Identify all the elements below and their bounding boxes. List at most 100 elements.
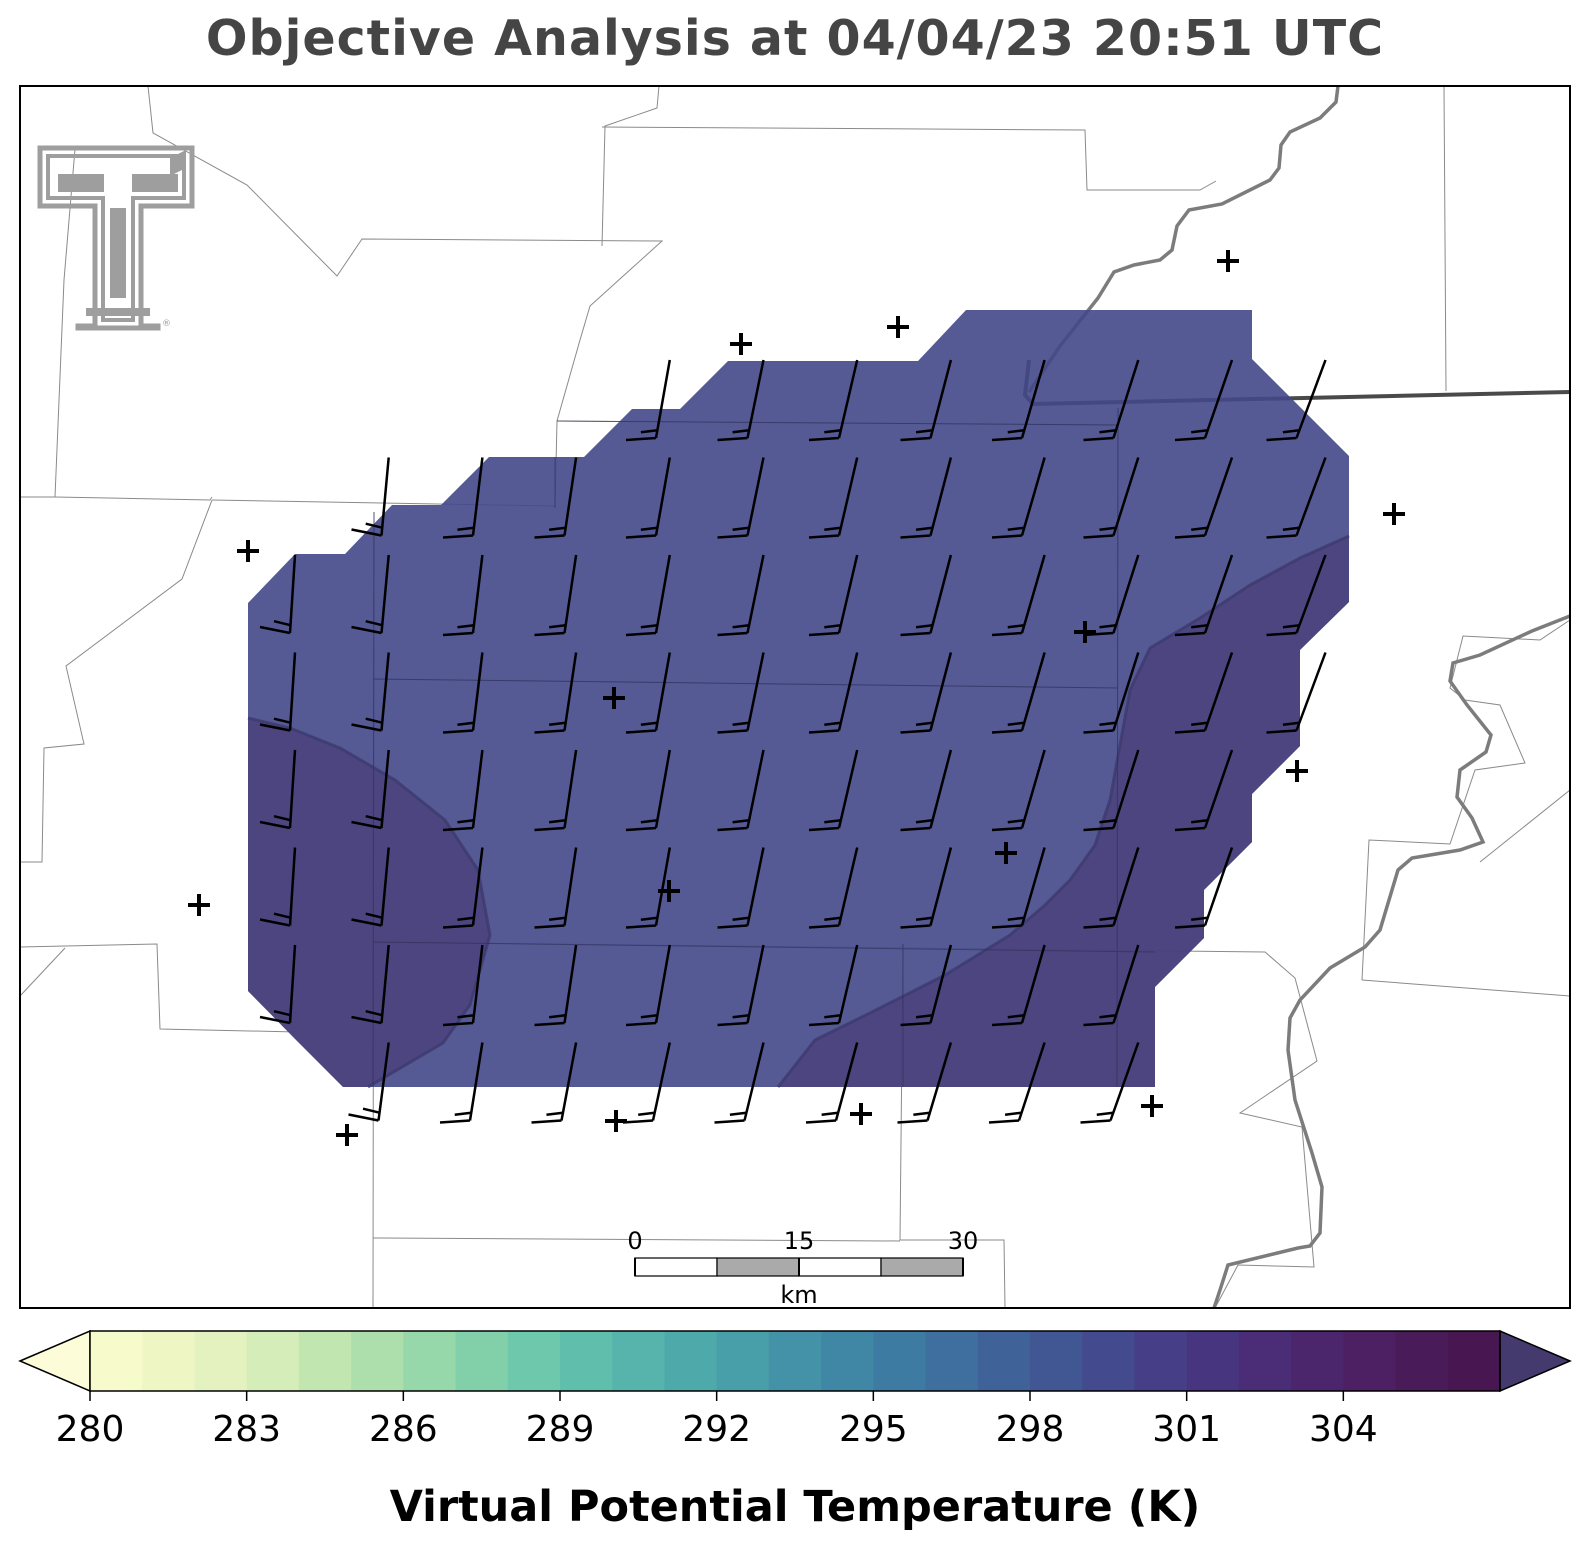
colorbar-segment [1343,1331,1397,1391]
colorbar-segment [90,1331,143,1391]
wind-barb [259,554,297,635]
wind-barb [717,359,765,442]
colorbar-segment [1030,1331,1083,1391]
wind-barb [1174,359,1234,442]
wind-barb [1174,652,1234,734]
wind-barb [900,749,953,832]
colorbar-segment [716,1331,770,1391]
wind-barb [991,652,1046,734]
colorbar-segment [821,1331,874,1391]
colorbar-segment [142,1331,196,1391]
wind-barb [625,554,672,637]
colorbar-segment [560,1331,613,1391]
wind-barb [897,1042,953,1124]
wind-barb [1174,457,1234,539]
wind-barb [1174,554,1234,637]
wind-barb [534,847,578,929]
wind-barb [1083,944,1140,1027]
colorbar-tick-label: 286 [369,1409,438,1450]
wind-barb [900,457,953,539]
wind-barb [1083,847,1140,929]
scale-unit: km [780,1281,817,1309]
station-marker-icon [1286,760,1308,782]
wind-barb [808,457,859,539]
wind-barb [442,847,484,929]
wind-barb [534,554,578,637]
colorbar-frame [89,1330,1501,1392]
colorbar-segment [768,1331,822,1391]
wind-barb [351,749,390,830]
wind-barb [717,847,765,929]
wind-barb [534,749,578,832]
colorbar-segment [1186,1331,1240,1391]
wind-barb [900,847,953,929]
colorbar-segments [90,1331,1501,1391]
wind-barb [991,457,1046,539]
wind-barb [1266,652,1327,734]
wind-barb [1266,457,1327,539]
wind-barb [991,359,1046,442]
wind-barb [900,554,953,637]
wind-barb [808,359,859,442]
wind-barb [808,847,859,929]
wind-barb [991,554,1046,637]
wind-barb [351,847,390,927]
wind-barb [1083,359,1140,442]
station-marker-icon [850,1103,872,1125]
wind-barb [991,847,1046,929]
wind-barb [351,554,390,635]
map-frame [19,85,1571,1309]
wind-barb [991,944,1046,1027]
wind-barb [442,944,484,1027]
wind-barb [534,652,578,734]
wind-barb [625,944,672,1027]
wind-barb [988,1042,1046,1124]
colorbar-tick-label: 280 [56,1409,125,1450]
station-marker-icon [336,1124,358,1146]
wind-barb [259,749,297,830]
wind-barb [442,554,484,637]
page-title: Objective Analysis at 04/04/23 20:51 UTC [205,10,1385,67]
colorbar-segment [351,1331,404,1391]
colorbar-segment [1447,1331,1501,1391]
colorbar-segment [1395,1331,1449,1391]
station-markers [188,250,1405,1146]
wind-barb [625,847,672,929]
wind-barb [991,749,1046,832]
station-marker-icon [1141,1095,1163,1117]
wind-barb [1174,749,1234,832]
theta-v-warm-region-east [778,536,1349,1087]
colorbar-segment [298,1331,352,1391]
wind-barb [622,1042,672,1124]
station-marker-icon [603,687,625,709]
colorbar-ticks: 280 283 286 289 292 295 298 301 304 [56,1391,1378,1450]
colorbar-tick-label: 298 [996,1409,1065,1450]
colorbar-segment [246,1331,300,1391]
wind-barb [1080,1042,1140,1124]
wind-barb [351,944,390,1025]
wind-barb [351,652,390,732]
wind-barb [442,652,484,734]
wind-barb [259,944,297,1025]
map-panel: ® 0 15 30 km [19,85,1571,1309]
station-marker-icon [237,540,259,562]
station-marker-icon [730,333,752,355]
wind-barb [1083,554,1140,637]
theta-v-warm-region-west [248,718,490,1087]
colorbar-segment [873,1331,927,1391]
wind-barb [808,944,859,1027]
wind-barb [351,457,390,537]
colorbar-segment [977,1331,1031,1391]
wind-barb [900,652,953,734]
scale-label-15: 15 [784,1227,815,1255]
colorbar-segment [1082,1331,1136,1391]
colorbar-segment [1134,1331,1188,1391]
station-marker-icon [658,880,680,902]
station-marker-icon [995,842,1017,864]
wind-barb [1083,457,1140,539]
wind-barb [259,847,297,927]
wind-barb [442,457,484,539]
colorbar-tick-label: 292 [682,1409,751,1450]
colorbar-high-extend [1499,1329,1572,1393]
